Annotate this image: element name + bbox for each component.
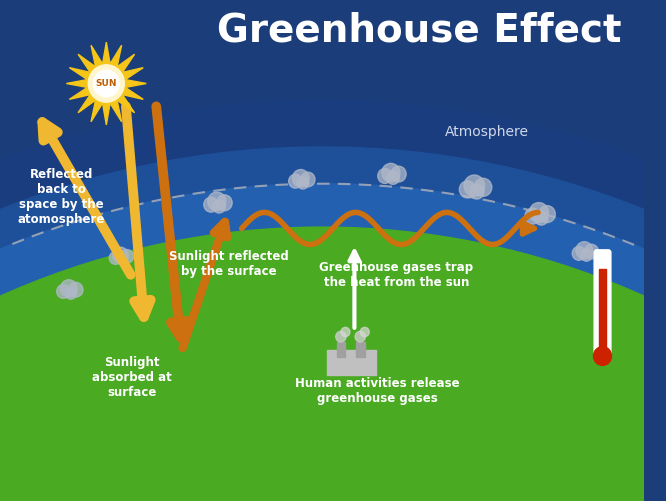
Circle shape [93, 70, 119, 97]
Circle shape [474, 178, 492, 196]
Circle shape [121, 249, 134, 263]
Circle shape [208, 192, 226, 211]
Circle shape [217, 195, 232, 211]
Circle shape [464, 175, 485, 196]
Ellipse shape [0, 184, 666, 501]
Circle shape [113, 247, 129, 263]
Circle shape [539, 205, 555, 222]
Bar [327, 350, 376, 375]
Circle shape [204, 197, 218, 212]
Text: Greenhouse gases trap
the heat from the sun: Greenhouse gases trap the heat from the … [319, 261, 474, 289]
Circle shape [336, 331, 346, 342]
Circle shape [382, 163, 400, 182]
Text: Sunlight reflected
by the surface: Sunlight reflected by the surface [169, 250, 288, 278]
Circle shape [89, 65, 125, 102]
Circle shape [288, 174, 302, 188]
Circle shape [355, 331, 366, 342]
Bar [599, 269, 606, 352]
Text: SUN: SUN [96, 79, 117, 88]
Circle shape [535, 211, 548, 225]
Circle shape [576, 241, 593, 259]
Circle shape [387, 171, 400, 184]
Bar [337, 342, 346, 357]
Circle shape [297, 177, 309, 189]
Circle shape [341, 327, 350, 337]
Circle shape [292, 169, 309, 187]
Text: Atmosphere: Atmosphere [444, 125, 529, 139]
Circle shape [301, 172, 315, 187]
Ellipse shape [0, 147, 666, 501]
Circle shape [460, 181, 476, 198]
Text: Greenhouse Effect: Greenhouse Effect [216, 11, 621, 49]
Circle shape [529, 202, 549, 222]
Text: Human activities release
greenhouse gases: Human activities release greenhouse gase… [294, 377, 460, 405]
Circle shape [525, 208, 540, 224]
Text: Reflected
back to
space by the
atomosphere: Reflected back to space by the atomosphe… [17, 168, 105, 226]
Circle shape [470, 184, 484, 199]
Polygon shape [67, 42, 147, 125]
Circle shape [61, 280, 77, 297]
Ellipse shape [0, 227, 666, 501]
Circle shape [584, 244, 599, 259]
Circle shape [57, 285, 70, 299]
Circle shape [117, 254, 128, 265]
Circle shape [572, 246, 585, 261]
Circle shape [360, 327, 369, 337]
Circle shape [65, 287, 77, 299]
FancyBboxPatch shape [594, 250, 611, 359]
Circle shape [581, 249, 592, 261]
Circle shape [69, 283, 83, 297]
Text: Sunlight
absorbed at
surface: Sunlight absorbed at surface [92, 356, 172, 399]
Bar [356, 342, 365, 357]
Circle shape [109, 252, 122, 265]
Circle shape [593, 347, 611, 365]
Circle shape [378, 168, 392, 183]
Circle shape [391, 166, 406, 182]
Circle shape [212, 200, 225, 213]
Ellipse shape [0, 100, 666, 501]
